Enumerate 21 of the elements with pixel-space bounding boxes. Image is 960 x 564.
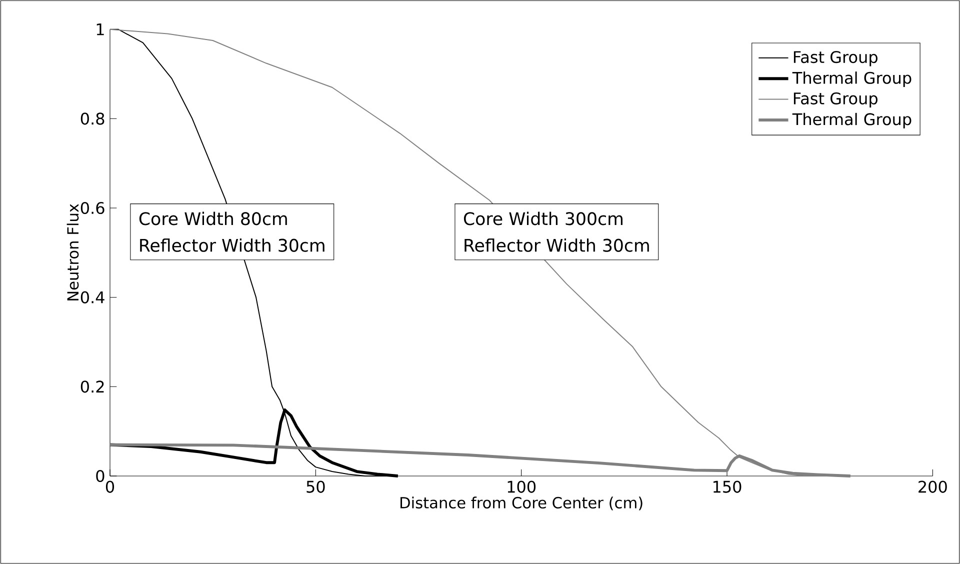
legend-label: Fast Group [794,92,878,108]
x-tick-label: 50 [306,480,325,493]
legend-label: Thermal Group [792,72,912,88]
x-axis-title: Distance from Core Center (cm) [400,496,642,510]
x-tick-label: 0 [106,480,114,493]
annotation: Reflector Width 30cm [464,238,649,252]
y-tick-label: 0 [96,470,104,482]
y-tick-label: 1 [96,23,104,36]
y-axis-title: Neutron Flux [66,204,79,300]
y-tick-label: 0.8 [80,112,104,125]
y-tick-label: 0.6 [80,202,104,214]
annotation: Core Width 80cm [139,212,287,226]
x-tick-label: 200 [918,480,947,493]
annotation: Reflector Width 30cm [140,238,324,252]
x-tick-label: 100 [508,480,536,493]
y-tick-label: 0.4 [80,291,104,304]
x-tick-label: 150 [713,480,742,493]
legend-label: Fast Group [794,50,878,66]
legend-label: Thermal Group [792,112,912,128]
annotation: Core Width 300cm [464,212,622,226]
y-tick-label: 0.2 [80,380,104,393]
